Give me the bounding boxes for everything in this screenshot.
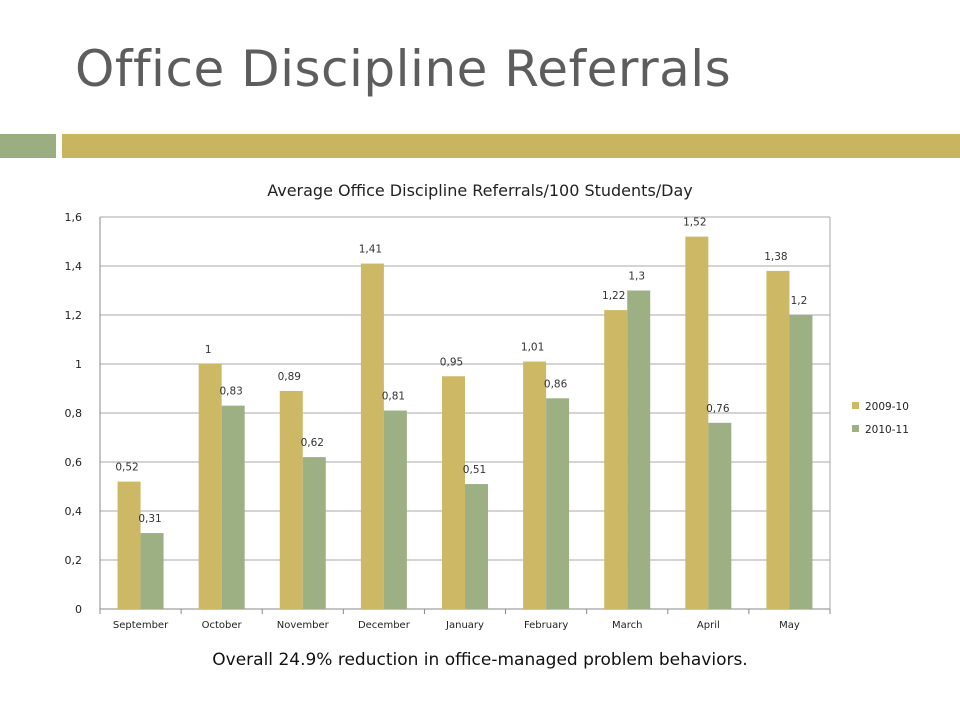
data-labels: 0,52 1 0,89 1,41 0,95 1,01 1,22 1,52 1,38 0,31 0,8… xyxy=(115,217,807,525)
y-tick-label: 0,2 xyxy=(65,554,83,567)
accent-bar-long xyxy=(62,134,960,158)
legend-label: 2010-11 xyxy=(865,424,909,436)
data-label: 0,51 xyxy=(463,464,486,476)
legend-label: 2009-10 xyxy=(865,401,909,413)
data-label: 0,89 xyxy=(278,371,301,383)
data-label: 0,52 xyxy=(115,462,138,474)
data-label: 0,86 xyxy=(544,378,568,390)
bar-2009-10 xyxy=(685,236,709,609)
bar-2009-10 xyxy=(604,310,628,609)
legend-swatch xyxy=(852,402,859,409)
x-tick-label: April xyxy=(697,620,720,631)
data-label: 1,38 xyxy=(764,251,787,263)
x-tick-label: November xyxy=(277,620,330,631)
bars xyxy=(117,236,813,609)
chart-title: Average Office Discipline Referrals/100 … xyxy=(267,181,693,200)
x-tick-label: March xyxy=(612,620,642,631)
bar-2009-10 xyxy=(442,376,465,609)
bar-2009-10 xyxy=(279,390,303,609)
data-label: 1,52 xyxy=(683,217,706,229)
bar-2009-10 xyxy=(117,481,141,609)
y-tick-label: 1,4 xyxy=(65,260,83,273)
data-label: 1 xyxy=(205,344,212,356)
y-tick-label: 1,2 xyxy=(65,309,83,322)
bar-2010-11 xyxy=(465,484,488,609)
data-label: 0,81 xyxy=(382,391,405,403)
bar-2010-11 xyxy=(302,457,326,609)
data-label: 0,76 xyxy=(706,403,730,415)
y-tick-label: 1,6 xyxy=(65,211,83,224)
bar-2010-11 xyxy=(140,533,164,609)
y-tick-label: 0,4 xyxy=(65,505,83,518)
data-label: 0,83 xyxy=(219,386,242,398)
data-label: 1,01 xyxy=(521,342,544,354)
data-label: 0,95 xyxy=(440,356,463,368)
legend: 2009-10 2010-11 xyxy=(852,401,909,436)
bar-2009-10 xyxy=(360,263,384,609)
slide-title: Office Discipline Referrals xyxy=(75,40,732,98)
bar-2009-10 xyxy=(766,270,790,609)
data-label: 0,31 xyxy=(138,513,161,525)
y-tick-label: 1 xyxy=(75,358,82,371)
bar-2009-10 xyxy=(523,361,547,609)
bar-2010-11 xyxy=(546,398,570,609)
bar-2010-11 xyxy=(627,290,651,609)
bar-2010-11 xyxy=(221,405,245,609)
x-tick-label: December xyxy=(358,620,411,631)
y-tick-label: 0 xyxy=(75,603,82,616)
accent-bar-small xyxy=(0,134,56,158)
x-tick-label: September xyxy=(113,620,169,631)
bar-2010-11 xyxy=(789,315,813,609)
bar-2010-11 xyxy=(383,410,407,609)
data-label: 1,41 xyxy=(359,244,382,256)
legend-swatch xyxy=(852,425,859,432)
x-tick-label: January xyxy=(445,620,484,631)
x-tick-label: February xyxy=(524,620,568,631)
bar-2010-11 xyxy=(708,422,732,609)
data-label: 1,2 xyxy=(791,295,808,307)
bar-2009-10 xyxy=(198,364,222,609)
caption: Overall 24.9% reduction in office-manage… xyxy=(212,650,748,670)
data-label: 1,22 xyxy=(602,290,625,302)
data-label: 1,3 xyxy=(628,271,645,283)
y-tick-label: 0,8 xyxy=(65,407,83,420)
data-label: 0,62 xyxy=(301,437,324,449)
x-tick-label: May xyxy=(779,620,800,631)
y-tick-label: 0,6 xyxy=(65,456,83,469)
x-tick-label: October xyxy=(202,620,243,631)
